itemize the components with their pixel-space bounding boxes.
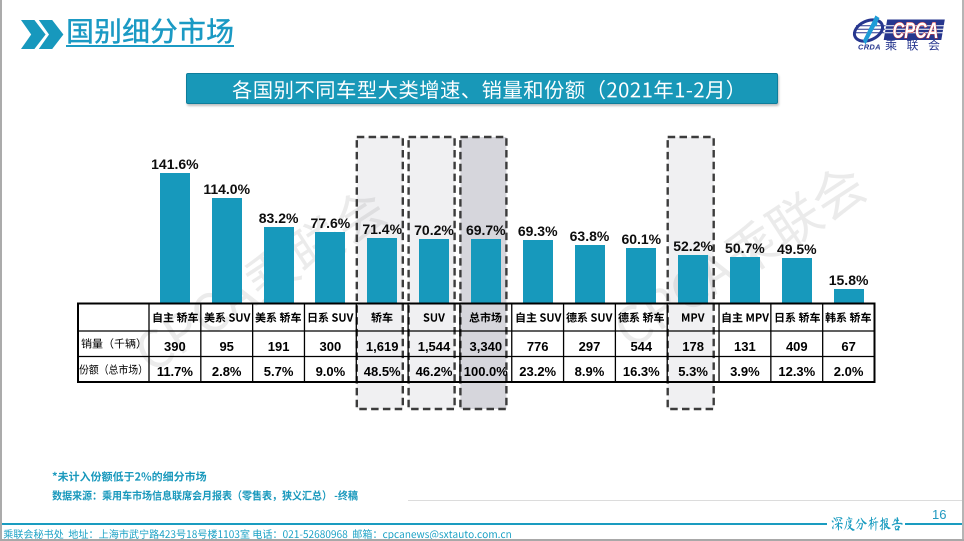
svg-text:CPCA: CPCA <box>893 18 939 43</box>
svg-text:CRDA: CRDA <box>858 43 881 52</box>
